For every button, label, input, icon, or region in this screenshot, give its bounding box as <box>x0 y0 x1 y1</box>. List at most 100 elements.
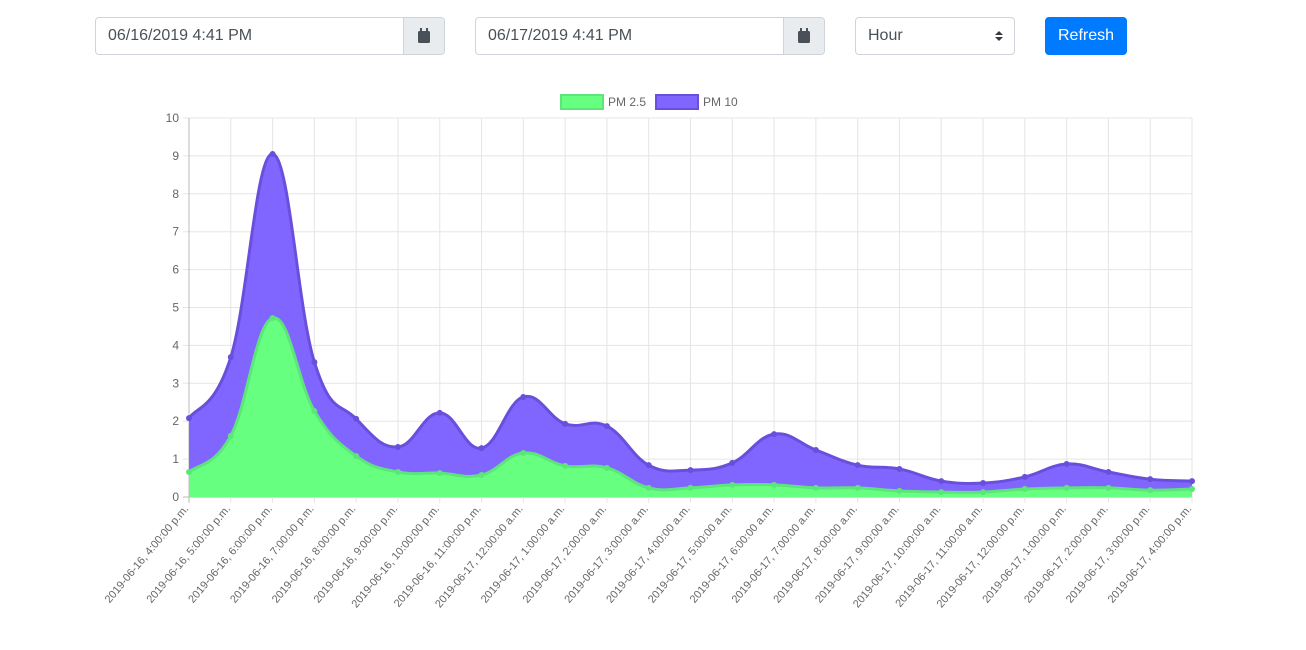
y-tick-label: 8 <box>172 187 179 201</box>
legend-label: PM 10 <box>703 95 738 109</box>
y-tick-label: 10 <box>166 111 180 125</box>
x-tick-label: 2019-06-16, 8:00:00 p.m. <box>270 503 359 605</box>
x-tick-label: 2019-06-17, 1:00:00 a.m. <box>479 503 568 605</box>
point <box>687 484 694 491</box>
x-tick-label: 2019-06-17, 5:00:00 a.m. <box>646 503 735 605</box>
point <box>436 470 443 477</box>
point <box>353 415 360 422</box>
point <box>1021 473 1028 480</box>
point <box>729 459 736 466</box>
x-tick-label: 2019-06-17, 8:00:00 a.m. <box>771 503 860 605</box>
point <box>269 151 276 158</box>
end-date: 06/17/2019 4:41 PM <box>488 27 633 44</box>
point <box>394 443 401 450</box>
y-tick-label: 9 <box>172 149 179 163</box>
x-tick-label: 2019-06-16, 6:00:00 p.m. <box>186 503 275 605</box>
point <box>1063 461 1070 468</box>
x-tick-label: 2019-06-17, 1:00:00 p.m. <box>980 503 1069 605</box>
point <box>896 487 903 494</box>
point <box>1063 484 1070 491</box>
legend-swatch <box>655 94 700 110</box>
point <box>1105 484 1112 491</box>
x-tick-label: 2019-06-17, 12:00:00 a.m. <box>433 503 526 610</box>
point <box>980 479 987 486</box>
point <box>980 489 987 496</box>
x-tick-label: 2019-06-17, 10:00:00 a.m. <box>851 503 944 610</box>
y-tick-label: 6 <box>172 263 179 277</box>
point <box>1105 468 1112 475</box>
y-tick-label: 1 <box>172 452 179 466</box>
point <box>854 484 861 491</box>
y-tick-label: 2 <box>172 414 179 428</box>
end-date-input[interactable]: 06/17/2019 4:41 PM <box>475 17 825 55</box>
point <box>1189 478 1195 485</box>
x-tick-label: 2019-06-16, 11:00:00 p.m. <box>392 503 484 609</box>
point <box>1147 476 1154 483</box>
calendar-icon <box>798 28 810 43</box>
x-tick-label: 2019-06-16, 9:00:00 p.m. <box>312 503 401 605</box>
point <box>311 407 318 414</box>
point <box>938 478 945 485</box>
x-tick-label: 2019-06-17, 6:00:00 a.m. <box>688 503 777 605</box>
point <box>269 315 276 322</box>
y-tick-label: 3 <box>172 376 179 390</box>
point <box>771 481 778 488</box>
legend-label: PM 2.5 <box>608 95 646 109</box>
legend-swatch <box>560 94 604 110</box>
point <box>645 462 652 469</box>
calendar-button[interactable] <box>403 18 444 54</box>
point <box>1147 487 1154 494</box>
point <box>896 465 903 472</box>
x-tick-label: 2019-06-17, 2:00:00 p.m. <box>1022 503 1111 605</box>
point <box>186 415 192 422</box>
interval-select[interactable]: Hour <box>855 17 1015 55</box>
point <box>562 462 569 469</box>
x-tick-label: 2019-06-17, 4:00:00 p.m. <box>1106 503 1195 605</box>
point <box>227 354 234 361</box>
x-tick-label: 2019-06-17, 12:00:00 p.m. <box>935 503 1028 610</box>
point <box>854 462 861 469</box>
calendar-icon <box>418 28 430 43</box>
point <box>520 450 527 457</box>
y-tick-label: 5 <box>172 301 179 315</box>
point <box>645 484 652 491</box>
x-tick-label: 2019-06-17, 2:00:00 a.m. <box>521 503 610 605</box>
y-tick-label: 7 <box>172 225 179 239</box>
y-tick-label: 0 <box>172 490 179 504</box>
x-tick-label: 2019-06-17, 11:00:00 a.m. <box>893 503 985 609</box>
x-tick-label: 2019-06-16, 7:00:00 p.m. <box>228 503 317 605</box>
point <box>771 431 778 438</box>
x-tick-label: 2019-06-17, 3:00:00 p.m. <box>1064 503 1153 605</box>
point <box>1021 486 1028 493</box>
start-date: 06/16/2019 4:41 PM <box>108 27 253 44</box>
point <box>603 423 610 430</box>
point <box>436 409 443 416</box>
start-date-input[interactable]: 06/16/2019 4:41 PM <box>95 17 445 55</box>
x-tick-label: 2019-06-16, 4:00:00 p.m. <box>103 503 192 605</box>
point <box>729 481 736 488</box>
point <box>603 464 610 471</box>
x-tick-label: 2019-06-17, 7:00:00 a.m. <box>730 503 819 605</box>
point <box>687 467 694 474</box>
x-tick-label: 2019-06-16, 10:00:00 p.m. <box>350 503 443 610</box>
point <box>478 472 485 479</box>
select-arrows <box>995 31 1003 41</box>
point <box>1189 486 1195 493</box>
refresh-button[interactable]: Refresh <box>1045 17 1127 55</box>
point <box>938 489 945 496</box>
calendar-button[interactable] <box>783 18 824 54</box>
point <box>478 445 485 452</box>
point <box>311 359 318 366</box>
area <box>189 317 1192 497</box>
point <box>520 393 527 400</box>
x-tick-label: 2019-06-17, 3:00:00 a.m. <box>562 503 651 605</box>
point <box>353 453 360 460</box>
x-tick-label: 2019-06-17, 9:00:00 a.m. <box>813 503 902 605</box>
point <box>186 468 192 475</box>
point <box>562 420 569 427</box>
x-tick-label: 2019-06-17, 4:00:00 a.m. <box>604 503 693 605</box>
interval: Hour <box>868 27 903 44</box>
point <box>394 468 401 475</box>
